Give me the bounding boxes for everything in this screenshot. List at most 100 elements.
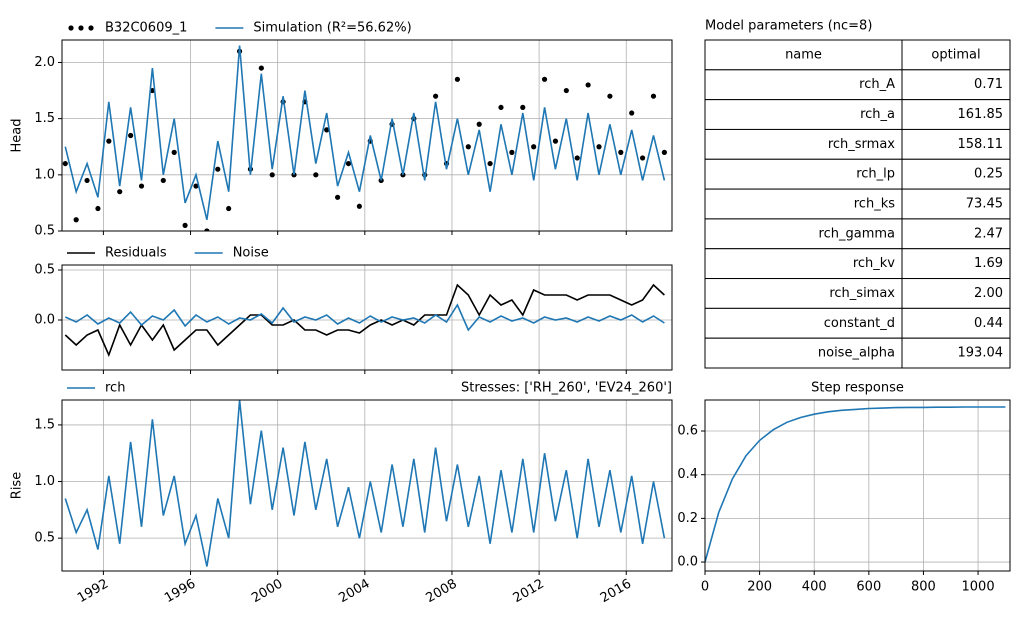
table-cell	[901, 218, 1011, 250]
obs-point	[552, 138, 559, 144]
table-header: optimal	[931, 47, 980, 62]
y-tick-label: 0.2	[677, 511, 698, 526]
obs-point	[215, 166, 221, 172]
series-line	[64, 283, 665, 358]
obs-point	[498, 104, 504, 111]
y-tick-label: 0.5	[34, 531, 55, 546]
axes-frame	[704, 399, 1011, 572]
table-cell	[901, 337, 1011, 369]
obs-point	[106, 138, 112, 144]
param-value: 161.85	[958, 107, 1004, 122]
x-tick-label: 1996	[162, 577, 198, 607]
param-name: rch_kv	[853, 256, 895, 271]
x-tick-label: 2012	[511, 577, 547, 607]
series-line	[64, 303, 665, 332]
obs-point	[73, 217, 79, 223]
y-tick-label: 1.5	[34, 417, 55, 432]
obs-point	[541, 76, 548, 82]
param-value: 0.44	[974, 316, 1003, 331]
legend-label: Residuals	[105, 246, 167, 261]
x-tick-label: 200	[747, 580, 772, 595]
y-tick-label: 0.0	[34, 313, 55, 328]
y-tick-label: 1.0	[34, 167, 55, 182]
plot-area	[705, 406, 1006, 563]
table-cell	[704, 158, 903, 190]
legend-label: Simulation (R²=56.62%)	[253, 21, 411, 36]
param-name: rch_A	[859, 77, 895, 92]
obs-point	[313, 172, 319, 178]
obs-point	[62, 160, 68, 167]
table-cell	[901, 188, 1011, 220]
series-line	[64, 45, 666, 220]
obs-point	[596, 144, 602, 150]
legend-marker	[88, 25, 94, 31]
table-cell	[901, 39, 1011, 71]
legend-marker	[68, 25, 74, 31]
x-tick-label: 2004	[336, 577, 372, 607]
table-title: Model parameters (nc=8)	[705, 19, 872, 34]
obs-point	[182, 222, 188, 228]
table-cell	[704, 218, 903, 250]
plot-area	[64, 400, 666, 567]
y-tick-label: 0.5	[34, 263, 55, 278]
obs-point	[334, 194, 341, 200]
param-value: 0.71	[974, 77, 1003, 92]
param-value: 158.11	[958, 137, 1004, 152]
param-value: 0.25	[974, 167, 1003, 182]
table-header: name	[785, 47, 822, 62]
param-name: rch_lp	[856, 167, 895, 182]
axes-frame	[61, 399, 673, 572]
param-value: 73.45	[966, 197, 1003, 212]
x-tick-label: 1000	[962, 580, 995, 595]
obs-point	[117, 189, 123, 195]
x-tick-label: 2008	[424, 577, 460, 607]
obs-point	[269, 172, 275, 178]
obs-point	[84, 177, 90, 184]
table-cell	[901, 99, 1011, 130]
obs-point	[650, 93, 657, 99]
x-tick-label: 2016	[598, 577, 634, 607]
param-name: rch_srmax	[828, 137, 895, 152]
obs-point	[531, 144, 537, 150]
obs-point	[465, 144, 471, 150]
obs-point	[454, 76, 461, 82]
obs-point	[661, 149, 667, 155]
obs-point	[258, 65, 264, 71]
x-tick-label: 0	[701, 580, 709, 595]
param-value: 1.69	[974, 256, 1003, 271]
obs-point	[324, 127, 330, 133]
obs-point	[476, 121, 482, 127]
legend-marker	[78, 25, 84, 31]
param-name: noise_alpha	[818, 346, 895, 361]
obs-point	[618, 149, 624, 155]
obs-point	[95, 205, 101, 212]
obs-point	[226, 205, 232, 212]
param-name: rch_ks	[854, 197, 895, 212]
table-cell	[901, 307, 1011, 339]
legend-label: B32C0609_1	[105, 21, 187, 36]
obs-point	[128, 132, 134, 139]
param-name: rch_a	[860, 107, 895, 122]
y-axis-label: Rise	[10, 472, 25, 499]
param-name: rch_gamma	[819, 226, 895, 241]
y-axis-label: Head	[10, 119, 25, 153]
table-cell	[704, 278, 903, 309]
plot-area	[62, 45, 667, 231]
obs-point	[574, 155, 580, 161]
param-name: rch_simax	[829, 286, 895, 301]
series-line	[64, 400, 666, 567]
x-tick-label: 1992	[75, 577, 111, 607]
axes-frame	[61, 39, 673, 232]
param-value: 2.47	[974, 226, 1003, 241]
table-cell	[901, 69, 1011, 101]
obs-point	[193, 183, 199, 189]
y-tick-label: 0.5	[34, 224, 55, 239]
table-cell	[704, 307, 903, 339]
plot-area	[64, 283, 665, 358]
obs-point	[204, 228, 210, 231]
obs-point	[585, 82, 591, 88]
y-tick-label: 0.0	[677, 555, 698, 570]
obs-point	[607, 93, 613, 99]
obs-point	[433, 93, 439, 99]
